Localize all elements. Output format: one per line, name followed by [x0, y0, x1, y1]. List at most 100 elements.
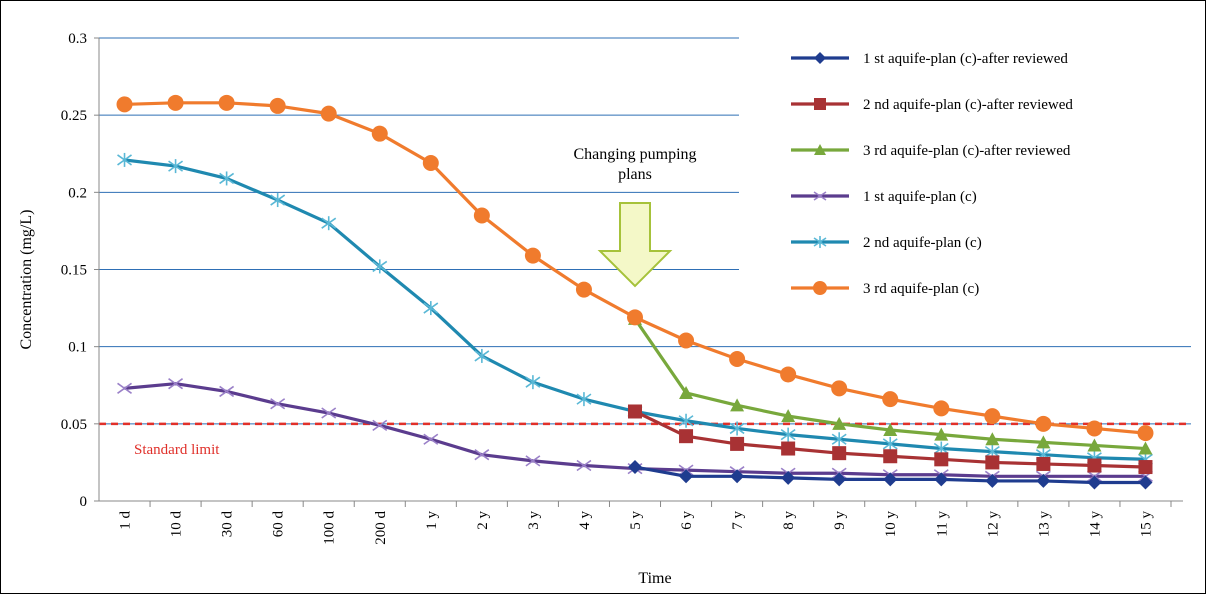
data-point-circle [524, 247, 541, 264]
data-point-circle [269, 97, 286, 114]
annotation-text-line1: Changing pumping [573, 146, 696, 163]
data-point-x [813, 191, 827, 201]
data-point-diamond [934, 472, 949, 487]
marker-stroke [168, 378, 184, 390]
marker-stroke [474, 449, 490, 461]
data-point-x [168, 378, 184, 390]
data-point-square [781, 441, 796, 456]
y-tick-label: 0.15 [61, 263, 87, 279]
data-point-star [831, 432, 847, 447]
x-tick-label: 10 d [169, 511, 185, 538]
x-tick-label: 1 d [118, 511, 134, 530]
x-tick-label: 11 y [934, 511, 950, 537]
data-point-star [372, 259, 388, 274]
data-point-circle [1137, 425, 1154, 442]
data-point-star [729, 421, 745, 436]
data-point-star [882, 436, 898, 451]
data-point-square [814, 98, 826, 110]
y-tick-label: 0.1 [68, 340, 87, 356]
series-lines [116, 94, 1154, 490]
x-tick-label: 5 y [628, 511, 644, 530]
y-tick-label: 0.25 [61, 108, 87, 124]
data-point-circle [933, 400, 950, 417]
data-point-circle [575, 281, 592, 298]
data-point-circle [678, 332, 695, 349]
data-point-circle [882, 391, 899, 408]
data-point-square [832, 446, 847, 461]
data-point-square [934, 452, 949, 467]
y-tick-label: 0.2 [68, 185, 87, 201]
gridlines [99, 37, 1191, 425]
y-tick-label: 0.3 [68, 31, 87, 47]
data-point-diamond [628, 460, 642, 475]
data-point-square [883, 449, 898, 464]
data-point-square [1138, 460, 1153, 475]
data-point-star [525, 375, 541, 390]
legend-label: 2 nd aquife-plan (c) [863, 235, 982, 251]
data-point-triangle [1087, 438, 1102, 452]
data-point-triangle [934, 427, 949, 441]
data-point-circle [422, 155, 439, 172]
data-point-diamond [985, 473, 1000, 488]
data-point-star [423, 301, 439, 316]
data-point-x [321, 407, 337, 419]
data-point-star [270, 193, 286, 208]
data-point-circle [473, 207, 490, 224]
data-point-diamond [832, 472, 847, 487]
marker-stroke [423, 433, 439, 445]
legend-item: 3 rd aquife-plan (c) [791, 281, 979, 297]
data-point-diamond [679, 469, 694, 484]
data-point-triangle [832, 416, 847, 430]
data-point-x [117, 382, 132, 394]
x-axis-title: Time [638, 570, 671, 587]
data-point-circle [116, 96, 133, 113]
marker-stroke [270, 398, 286, 410]
data-point-diamond [730, 469, 745, 484]
annotation: Changing pumping plans [573, 146, 697, 288]
data-point-circle [831, 380, 848, 397]
data-point-x [576, 459, 592, 472]
data-point-x [474, 449, 490, 461]
series-2 [628, 404, 1153, 475]
x-tick-label: 12 y [985, 511, 1001, 538]
data-point-triangle [730, 398, 745, 412]
x-tick-label: 100 d [322, 511, 338, 545]
x-tick-label: 3 y [526, 511, 542, 530]
data-point-triangle [814, 144, 826, 155]
y-tick-label: 0 [80, 494, 88, 510]
x-tick-label: 2 y [475, 511, 491, 530]
legend-label: 3 rd aquife-plan (c) [863, 281, 979, 297]
data-point-star [780, 427, 796, 442]
x-tick-label: 9 y [832, 511, 848, 530]
legend-item: 1 st aquife-plan (c)-after reviewed [791, 51, 1068, 67]
data-point-x [270, 398, 286, 410]
legend-item: 2 nd aquife-plan (c) [791, 235, 982, 251]
x-tick-label: 30 d [220, 511, 236, 538]
marker-stroke [576, 459, 592, 472]
marker-stroke [372, 419, 388, 432]
data-point-square [730, 436, 745, 451]
data-point-triangle [883, 423, 898, 437]
x-tick-label: 10 y [883, 511, 899, 538]
data-point-square [628, 404, 642, 419]
data-point-triangle [781, 409, 796, 423]
data-point-star [219, 171, 235, 186]
x-tick-label: 6 y [679, 511, 695, 530]
data-point-star [813, 236, 827, 248]
y-tick-labels: 0 0.05 0.1 0.15 0.2 0.25 0.3 [61, 31, 99, 510]
data-point-triangle [1138, 441, 1153, 455]
legend-item: 3 rd aquife-plan (c)-after reviewed [791, 143, 1071, 159]
standard-limit-layer: Standard limit [99, 422, 1191, 458]
data-point-circle [320, 105, 337, 122]
x-tick-label: 8 y [781, 511, 797, 530]
x-tick-label: 60 d [271, 511, 287, 538]
data-point-circle [1035, 415, 1052, 432]
legend-label: 3 rd aquife-plan (c)-after reviewed [863, 143, 1071, 159]
legend-label: 1 st aquife-plan (c)-after reviewed [863, 51, 1068, 67]
data-point-star [474, 348, 490, 363]
data-point-diamond [1138, 475, 1153, 490]
x-tick-label: 1 y [424, 511, 440, 530]
data-point-star [168, 159, 184, 174]
